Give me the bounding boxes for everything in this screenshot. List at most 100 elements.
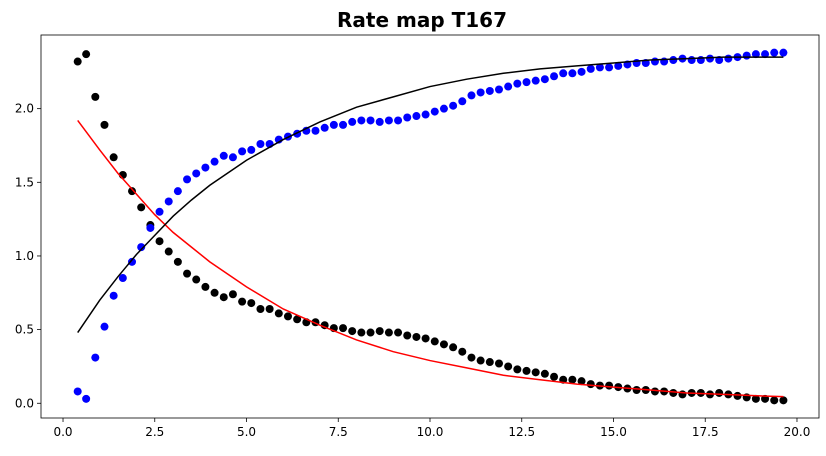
- x-tick-label-0: 0.0: [53, 425, 72, 439]
- chart-title: Rate map T167: [337, 8, 507, 32]
- fit-line-2: [77, 119, 784, 398]
- data-point-0-38: [421, 334, 430, 343]
- x-tick-label-7: 17.5: [692, 425, 719, 439]
- x-tick-label-8: 20.0: [784, 425, 811, 439]
- data-point-1-69: [706, 54, 715, 63]
- data-point-0-11: [173, 257, 182, 266]
- data-point-1-74: [751, 50, 760, 59]
- data-point-1-28: [329, 120, 338, 129]
- data-point-0-77: [779, 396, 788, 405]
- data-point-1-30: [348, 117, 357, 126]
- data-point-1-36: [403, 113, 412, 122]
- data-point-0-76: [770, 396, 779, 405]
- data-point-1-14: [201, 163, 210, 172]
- data-point-0-23: [283, 312, 292, 321]
- data-point-0-12: [183, 269, 192, 278]
- data-point-0-34: [384, 328, 393, 337]
- data-point-0-18: [238, 297, 247, 306]
- data-point-1-13: [192, 169, 201, 178]
- data-point-1-56: [586, 64, 595, 73]
- data-point-1-67: [687, 56, 696, 65]
- data-point-0-74: [751, 394, 760, 403]
- data-point-0-24: [293, 315, 302, 324]
- data-point-1-11: [173, 187, 182, 196]
- data-point-0-2: [91, 92, 100, 101]
- data-point-1-9: [155, 207, 164, 216]
- data-point-1-10: [164, 197, 173, 206]
- data-point-1-76: [770, 48, 779, 57]
- data-point-0-42: [458, 347, 467, 356]
- data-point-0-45: [485, 358, 494, 367]
- data-point-0-52: [550, 372, 559, 381]
- data-point-1-12: [183, 175, 192, 184]
- data-point-0-19: [247, 299, 256, 308]
- data-point-0-4: [109, 153, 118, 162]
- data-point-0-72: [733, 391, 742, 400]
- data-point-0-14: [201, 282, 210, 291]
- data-point-1-47: [504, 82, 513, 91]
- data-point-1-58: [605, 63, 614, 72]
- data-point-1-18: [238, 147, 247, 156]
- y-tick-label-4: 2.0: [15, 102, 34, 116]
- data-point-1-33: [375, 117, 384, 126]
- data-point-1-29: [339, 120, 348, 129]
- data-point-0-43: [467, 353, 476, 362]
- data-point-1-1: [82, 394, 91, 403]
- data-point-0-32: [366, 328, 375, 337]
- x-tick-label-3: 7.5: [329, 425, 348, 439]
- data-point-0-58: [605, 381, 614, 390]
- data-point-0-46: [494, 359, 503, 368]
- data-point-1-39: [430, 107, 439, 116]
- data-point-1-3: [100, 322, 109, 331]
- data-point-1-45: [485, 86, 494, 95]
- data-point-0-1: [82, 50, 91, 59]
- data-point-1-0: [73, 387, 82, 396]
- data-point-1-6: [128, 257, 137, 266]
- y-tick-label-3: 1.5: [15, 175, 34, 189]
- data-point-1-17: [228, 153, 237, 162]
- x-tick-label-5: 12.5: [508, 425, 535, 439]
- data-point-1-7: [137, 243, 146, 252]
- data-point-0-36: [403, 331, 412, 340]
- data-point-1-41: [449, 101, 458, 110]
- data-point-0-30: [348, 327, 357, 336]
- data-point-1-38: [421, 110, 430, 119]
- data-point-1-26: [311, 126, 320, 135]
- data-point-1-46: [494, 85, 503, 94]
- data-point-0-0: [73, 57, 82, 66]
- data-point-0-10: [164, 247, 173, 256]
- y-tick-label-0: 0.0: [15, 396, 34, 410]
- data-point-1-52: [550, 72, 559, 81]
- data-point-0-31: [357, 328, 366, 337]
- data-point-0-61: [632, 386, 641, 395]
- data-point-1-8: [146, 223, 155, 232]
- data-point-0-50: [531, 368, 540, 377]
- data-point-0-70: [715, 388, 724, 397]
- data-point-0-65: [669, 388, 678, 397]
- data-point-0-15: [210, 288, 219, 297]
- x-tick-label-2: 5.0: [237, 425, 256, 439]
- data-point-0-44: [476, 356, 485, 365]
- data-point-1-32: [366, 116, 375, 125]
- data-point-1-63: [650, 57, 659, 66]
- data-point-1-51: [540, 75, 549, 84]
- data-point-1-55: [577, 67, 586, 76]
- data-point-1-27: [320, 123, 329, 132]
- data-point-1-4: [109, 291, 118, 300]
- data-point-1-2: [91, 353, 100, 362]
- data-point-0-35: [394, 328, 403, 337]
- data-point-0-21: [265, 304, 274, 313]
- data-point-1-65: [669, 56, 678, 65]
- x-tick-label-1: 2.5: [145, 425, 164, 439]
- data-point-0-40: [439, 340, 448, 349]
- data-point-1-37: [412, 112, 421, 121]
- data-point-0-48: [513, 365, 522, 374]
- data-point-0-16: [219, 293, 228, 302]
- data-series: [73, 48, 788, 405]
- data-point-0-9: [155, 237, 164, 246]
- data-point-0-20: [256, 304, 265, 313]
- data-point-0-13: [192, 275, 201, 284]
- data-point-0-3: [100, 120, 109, 129]
- data-point-1-43: [467, 91, 476, 100]
